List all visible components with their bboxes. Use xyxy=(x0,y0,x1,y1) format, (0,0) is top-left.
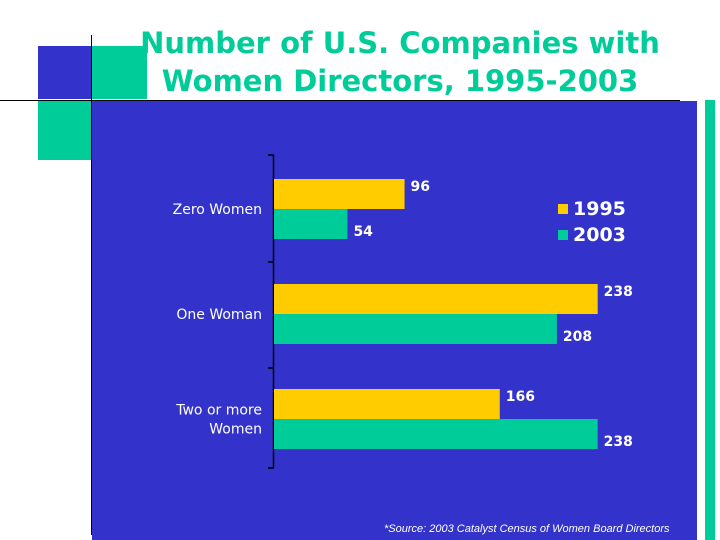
page-title: Number of U.S. Companies with Women Dire… xyxy=(140,24,660,100)
data-label: 166 xyxy=(506,389,535,405)
legend-item-2003: 2003 xyxy=(558,222,626,248)
category-label-line: One Woman xyxy=(176,307,262,323)
category-label-line: Women xyxy=(209,422,262,438)
bar-1995 xyxy=(274,284,598,314)
title-line: Women Directors, 1995-2003 xyxy=(161,64,639,98)
data-label: 238 xyxy=(604,284,633,300)
legend-swatch xyxy=(558,204,568,214)
legend-swatch xyxy=(558,230,568,240)
copyright-text: © Catalyst xyxy=(5,507,89,523)
bar-1995 xyxy=(274,389,500,419)
category-label: Zero Women xyxy=(173,202,262,218)
data-label: 208 xyxy=(563,329,592,345)
source-note: *Source: 2003 Catalyst Census of Women B… xyxy=(384,523,670,535)
category-label: Two or more Women xyxy=(175,403,262,438)
decorative-square xyxy=(38,46,91,99)
decorative-square xyxy=(38,101,91,160)
legend-label: 2003 xyxy=(573,224,626,246)
decorative-bar xyxy=(705,100,715,540)
data-label: 96 xyxy=(411,179,430,195)
divider-line xyxy=(0,100,680,101)
title-line: Number of U.S. Companies with xyxy=(140,26,660,60)
bar-2003 xyxy=(274,314,557,344)
category-label-line: Two or more xyxy=(175,403,262,419)
legend-label: 1995 xyxy=(573,198,626,220)
legend-item-1995: 1995 xyxy=(558,196,626,222)
bar-1995 xyxy=(274,179,405,209)
bar-2003 xyxy=(274,419,598,449)
data-label: 54 xyxy=(353,224,373,240)
legend: 1995 2003 xyxy=(558,196,626,248)
bar-2003 xyxy=(274,209,348,239)
category-label-line: Zero Women xyxy=(173,202,262,218)
category-label: One Woman xyxy=(176,307,262,323)
divider-line xyxy=(91,35,92,535)
decorative-square xyxy=(91,46,147,99)
data-label: 238 xyxy=(604,434,633,450)
